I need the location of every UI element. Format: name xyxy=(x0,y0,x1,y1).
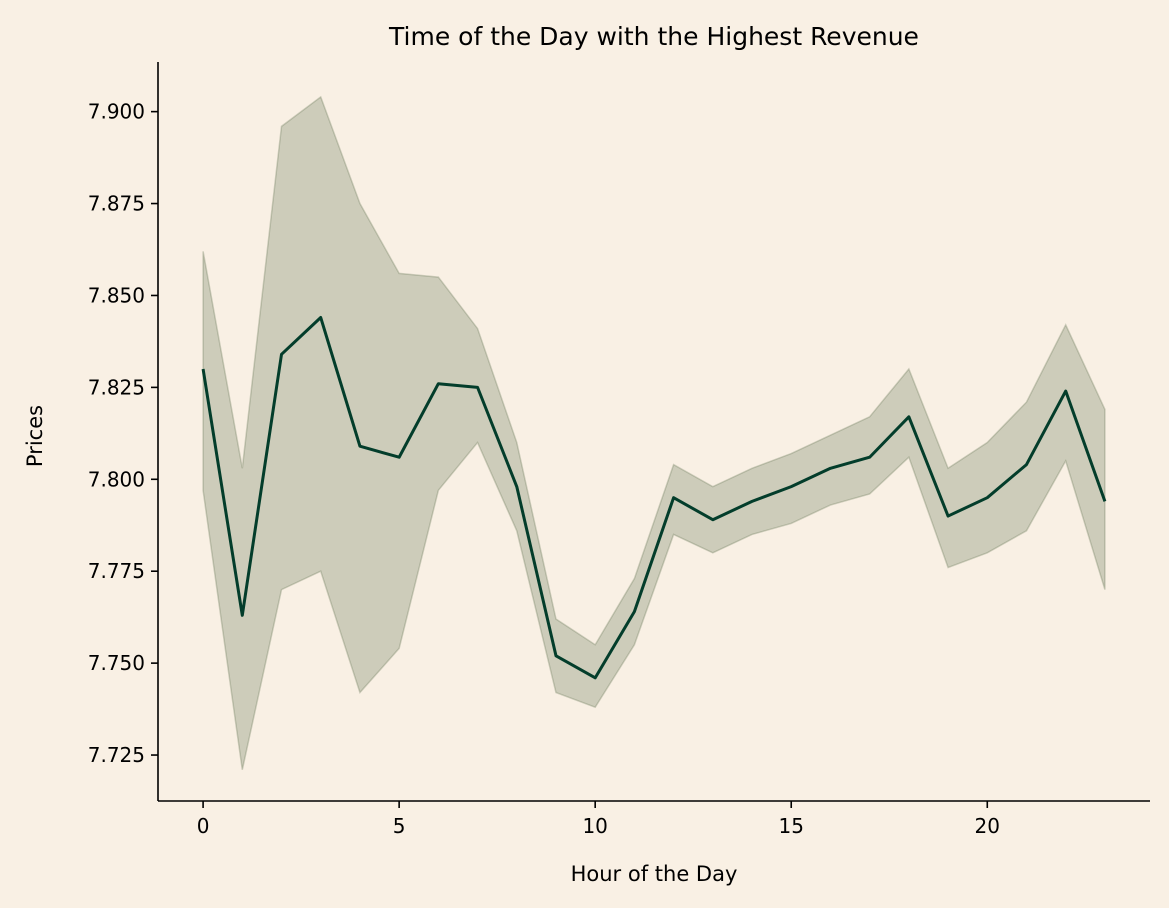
data-point xyxy=(240,613,244,617)
y-tick-label: 7.775 xyxy=(88,559,145,583)
x-tick-label: 0 xyxy=(197,814,210,838)
data-point xyxy=(946,514,950,518)
data-point xyxy=(280,352,284,356)
data-point xyxy=(1103,499,1107,503)
data-point xyxy=(907,415,911,419)
data-point xyxy=(1024,463,1028,467)
data-point xyxy=(711,518,715,522)
y-tick-label: 7.800 xyxy=(88,467,145,491)
data-point xyxy=(358,444,362,448)
x-tick-label: 5 xyxy=(393,814,406,838)
data-point xyxy=(672,496,676,500)
data-point xyxy=(985,496,989,500)
data-point xyxy=(593,676,597,680)
plot-area xyxy=(201,95,1107,770)
data-point xyxy=(515,485,519,489)
y-axis-ticks: 7.725 7.750 7.775 7.800 7.825 7.850 7.875 7.900 xyxy=(88,100,158,767)
data-point xyxy=(868,455,872,459)
data-point xyxy=(554,654,558,658)
y-tick-label: 7.875 xyxy=(88,192,145,216)
x-tick-label: 15 xyxy=(779,814,804,838)
data-point xyxy=(397,455,401,459)
data-point xyxy=(476,385,480,389)
x-axis-ticks: 0 5 10 15 20 xyxy=(197,801,1000,838)
data-point xyxy=(436,382,440,386)
data-point xyxy=(632,610,636,614)
y-tick-label: 7.750 xyxy=(88,651,145,675)
chart-title: Time of the Day with the Highest Revenue xyxy=(388,22,919,51)
data-point xyxy=(828,466,832,470)
y-axis-label: Prices xyxy=(23,405,47,467)
x-axis-label: Hour of the Day xyxy=(571,862,738,886)
data-point xyxy=(750,499,754,503)
y-tick-label: 7.850 xyxy=(88,283,145,307)
data-point xyxy=(789,485,793,489)
y-tick-label: 7.900 xyxy=(88,100,145,124)
x-tick-label: 20 xyxy=(975,814,1000,838)
data-point xyxy=(1064,389,1068,393)
confidence-band xyxy=(202,95,1106,770)
data-point xyxy=(319,316,323,320)
y-tick-label: 7.725 xyxy=(88,743,145,767)
y-tick-label: 7.825 xyxy=(88,375,145,399)
data-point xyxy=(201,367,205,371)
x-tick-label: 10 xyxy=(582,814,607,838)
series-line xyxy=(201,316,1107,680)
